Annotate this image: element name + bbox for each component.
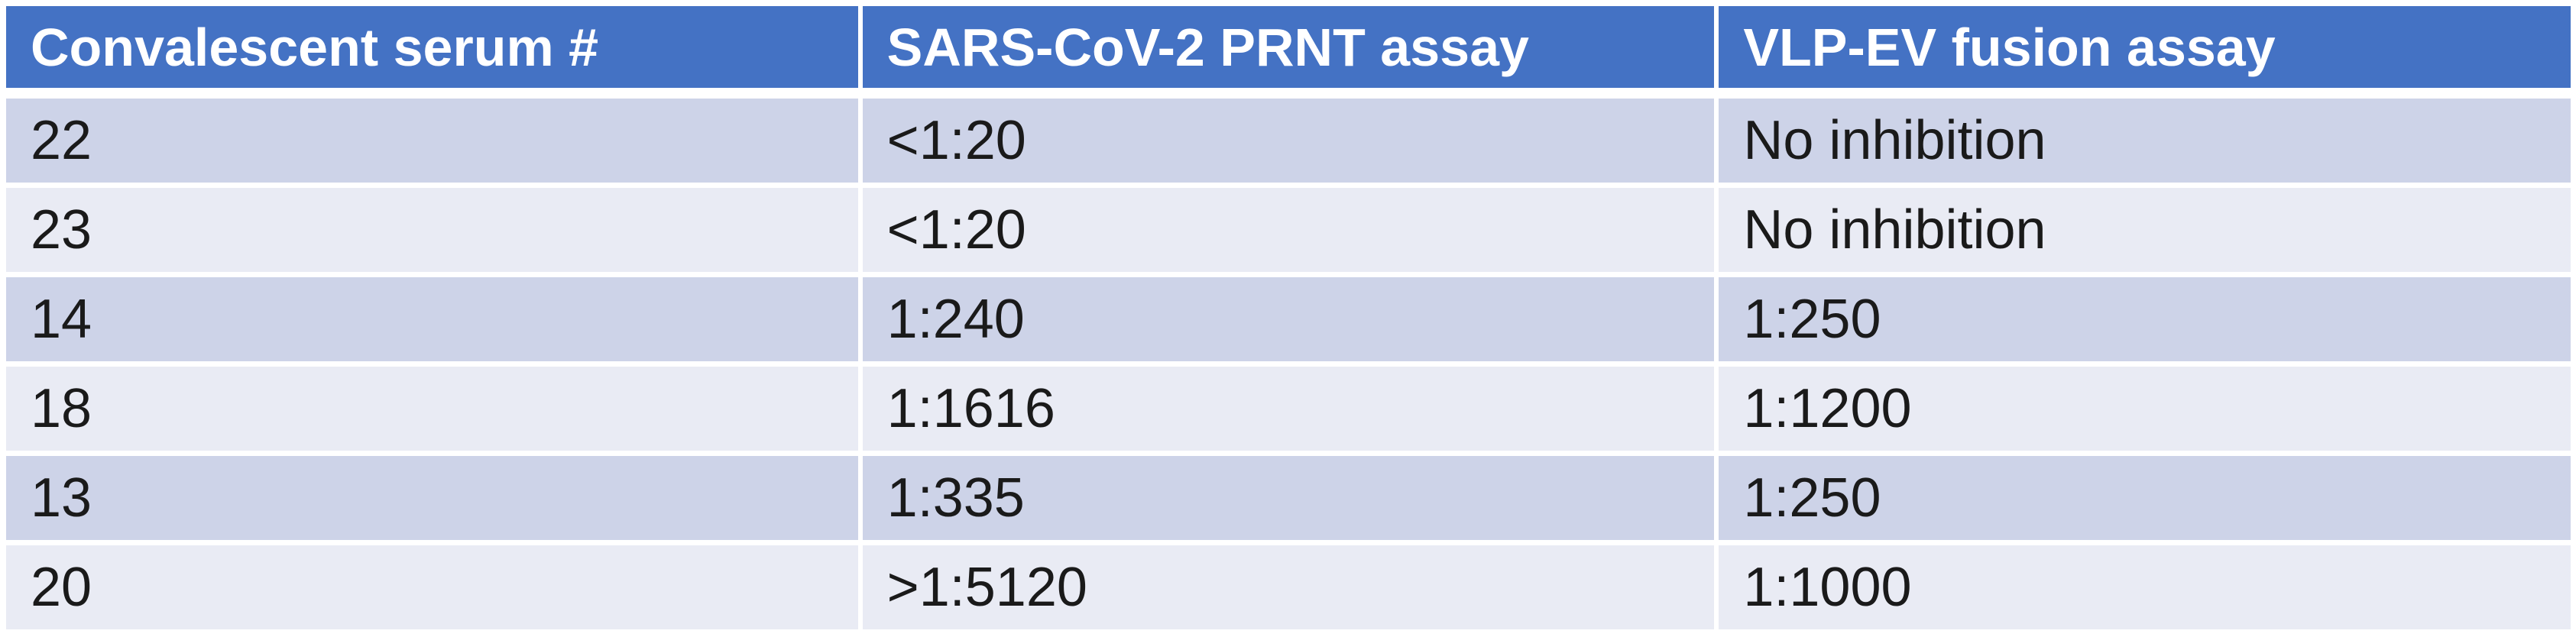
cell-vlp-value: 1:1200	[1719, 367, 2571, 451]
cell-serum-number: 23	[6, 188, 858, 272]
table-row: 20 >1:5120 1:1000	[6, 545, 2571, 629]
cell-vlp-value: 1:250	[1719, 277, 2571, 361]
cell-prnt-value: >1:5120	[862, 545, 1715, 629]
table-row: 18 1:1616 1:1200	[6, 367, 2571, 451]
cell-vlp-value: No inhibition	[1719, 99, 2571, 183]
table-header-row: Convalescent serum # SARS-CoV-2 PRNT ass…	[6, 6, 2571, 88]
cell-serum-number: 18	[6, 367, 858, 451]
table-row: 23 <1:20 No inhibition	[6, 188, 2571, 272]
column-header-vlp-ev-fusion-assay: VLP-EV fusion assay	[1719, 6, 2571, 88]
cell-prnt-value: <1:20	[862, 188, 1715, 272]
column-header-prnt-assay: SARS-CoV-2 PRNT assay	[862, 6, 1715, 88]
cell-serum-number: 20	[6, 545, 858, 629]
cell-prnt-value: <1:20	[862, 99, 1715, 183]
table-row: 14 1:240 1:250	[6, 277, 2571, 361]
assay-results-table: Convalescent serum # SARS-CoV-2 PRNT ass…	[6, 6, 2571, 629]
cell-serum-number: 13	[6, 456, 858, 540]
table-row: 22 <1:20 No inhibition	[6, 99, 2571, 183]
cell-vlp-value: 1:250	[1719, 456, 2571, 540]
cell-vlp-value: 1:1000	[1719, 545, 2571, 629]
cell-serum-number: 14	[6, 277, 858, 361]
cell-prnt-value: 1:240	[862, 277, 1715, 361]
column-header-convalescent-serum: Convalescent serum #	[6, 6, 858, 88]
cell-vlp-value: No inhibition	[1719, 188, 2571, 272]
cell-serum-number: 22	[6, 99, 858, 183]
cell-prnt-value: 1:335	[862, 456, 1715, 540]
cell-prnt-value: 1:1616	[862, 367, 1715, 451]
table-row: 13 1:335 1:250	[6, 456, 2571, 540]
